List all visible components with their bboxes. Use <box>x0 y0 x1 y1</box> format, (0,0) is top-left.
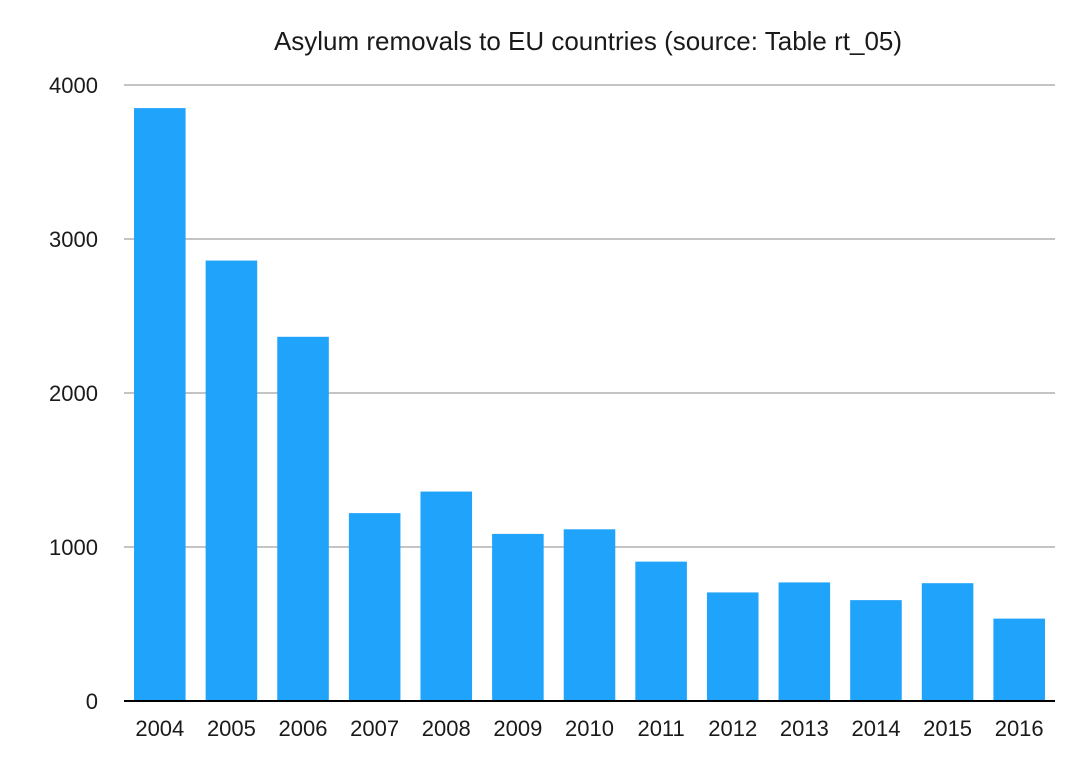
x-tick-label: 2007 <box>350 716 399 741</box>
bar-2012 <box>706 592 759 701</box>
y-tick-label: 2000 <box>49 381 98 406</box>
y-tick-labels: 0 1000 2000 3000 4000 <box>49 73 98 714</box>
bar-2011 <box>635 561 687 701</box>
x-tick-label: 2011 <box>637 716 684 741</box>
x-tick-label: 2012 <box>708 716 757 741</box>
bar-2014 <box>850 600 902 701</box>
y-tick-label: 3000 <box>49 227 98 252</box>
bar-2008 <box>420 491 473 701</box>
bar-2016 <box>993 618 1045 701</box>
x-tick-label: 2008 <box>422 716 471 741</box>
x-tick-label: 2015 <box>923 716 972 741</box>
x-tick-label: 2005 <box>207 716 256 741</box>
x-tick-label: 2010 <box>565 716 614 741</box>
bar-2005 <box>205 260 258 701</box>
x-tick-label: 2006 <box>279 716 328 741</box>
y-tick-label: 0 <box>86 689 98 714</box>
bar-2009 <box>492 533 544 701</box>
bar-2006 <box>277 336 329 701</box>
bar-2007 <box>348 513 401 701</box>
y-tick-label: 1000 <box>49 535 98 560</box>
x-tick-label: 2013 <box>780 716 829 741</box>
x-tick-label: 2014 <box>851 716 900 741</box>
bars <box>134 108 1045 702</box>
bar-2015 <box>921 583 974 701</box>
x-tick-labels: 2004 2005 2006 2007 2008 2009 2010 2011 2012 2013… <box>135 716 1043 741</box>
chart-title: Asylum removals to EU countries (source:… <box>274 26 902 56</box>
bar-2010 <box>563 529 616 701</box>
bar-2004 <box>134 108 186 702</box>
gridlines <box>124 84 1055 548</box>
x-tick-label: 2016 <box>995 716 1044 741</box>
x-tick-label: 2004 <box>135 716 184 741</box>
x-tick-label: 2009 <box>493 716 542 741</box>
y-tick-label: 4000 <box>49 73 98 98</box>
bar-2013 <box>778 582 831 701</box>
